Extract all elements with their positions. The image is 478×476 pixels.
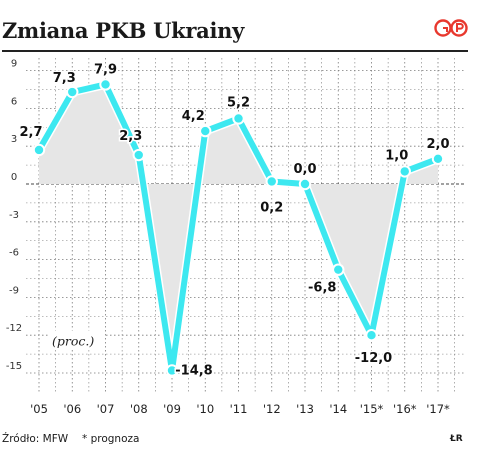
data-point (232, 112, 245, 125)
unit-label-background (48, 330, 104, 350)
data-label: 5,2 (227, 95, 250, 110)
x-tick-label: '09 (163, 402, 181, 416)
author-initials: ŁR (450, 434, 463, 444)
data-label: 1,0 (385, 148, 408, 163)
x-tick-label: '17* (426, 402, 450, 416)
y-tick-label: 3 (11, 134, 17, 145)
data-point (298, 177, 312, 191)
x-tick-label: '12 (263, 402, 281, 416)
data-label: 4,2 (182, 109, 205, 124)
x-tick-label: '13 (296, 402, 314, 416)
x-tick-label: '11 (230, 402, 248, 416)
x-tick-label: '10 (196, 402, 214, 416)
chart-title: Zmiana PKB Ukrainy (2, 18, 245, 43)
source-note: Źródło: MFW (2, 433, 69, 445)
x-tick-label: '08 (130, 402, 148, 416)
x-tick-label: '07 (97, 402, 115, 416)
forecast-note: * prognoza (82, 433, 140, 445)
data-point (365, 329, 378, 342)
unit-label: (proc.) (52, 334, 94, 349)
y-tick-label: -12 (6, 323, 22, 334)
data-label: -12,0 (355, 351, 392, 366)
y-tick-label: -9 (9, 285, 19, 296)
data-label: 2,7 (19, 125, 42, 140)
y-tick-label: -6 (9, 248, 19, 259)
data-point (431, 152, 445, 166)
y-tick-label: 0 (11, 172, 17, 183)
data-point (66, 85, 79, 99)
data-point (32, 143, 46, 157)
data-point (332, 263, 345, 276)
publisher-logo-icon (434, 19, 468, 37)
x-tick-label: '15* (360, 402, 384, 416)
data-label: -6,8 (308, 281, 336, 296)
data-label: 0,2 (260, 200, 283, 215)
data-label: 7,3 (53, 71, 76, 86)
y-tick-label: 9 (11, 59, 17, 70)
data-label: -14,8 (175, 363, 212, 378)
x-tick-label: '14 (329, 402, 347, 416)
x-tick-label: '16* (393, 402, 417, 416)
data-point (165, 364, 179, 377)
data-point (99, 78, 112, 91)
x-tick-label: '05 (30, 402, 48, 416)
y-tick-label: -3 (9, 210, 19, 221)
data-label: 2,0 (426, 137, 449, 152)
title-rule (2, 50, 468, 52)
data-point (265, 175, 278, 188)
data-label: 7,9 (94, 62, 117, 77)
gdp-line-chart: 9 6 3 0 -3 -6 -9 -12 -15 2,7 7,3 7,9 2,3 -14,8 4,2 5,2 0… (6, 58, 466, 416)
data-label: 2,3 (119, 129, 142, 144)
data-point (398, 165, 411, 178)
data-label: 0,0 (293, 162, 316, 177)
y-tick-label: -15 (6, 361, 22, 372)
data-point (132, 148, 145, 162)
data-point (199, 124, 212, 138)
x-tick-label: '06 (63, 402, 81, 416)
y-tick-label: 6 (11, 96, 17, 107)
